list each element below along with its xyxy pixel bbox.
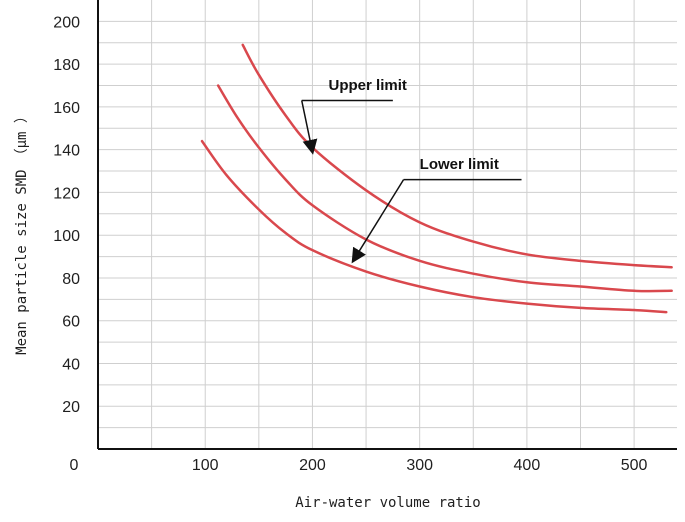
y-axis-label: Mean particle size SMD （μm ） <box>14 109 30 355</box>
x-tick-label: 300 <box>406 457 433 474</box>
upper-limit-label: Upper limit <box>329 77 407 94</box>
y-tick-label: 160 <box>53 100 80 117</box>
y-tick-label: 60 <box>62 314 80 331</box>
y-tick-label: 40 <box>62 356 80 373</box>
y-tick-label: 140 <box>53 143 80 160</box>
y-tick-label: 100 <box>53 228 80 245</box>
y-tick-label: 80 <box>62 271 80 288</box>
x-tick-label: 100 <box>192 457 219 474</box>
x-tick-label: 500 <box>621 457 648 474</box>
annotation-layer: Upper limit Lower limit <box>300 77 522 264</box>
series-line-3 <box>200 139 668 314</box>
y-tick-label: 180 <box>53 57 80 74</box>
y-tick-label: 200 <box>53 14 80 31</box>
series-line-1 <box>241 43 673 269</box>
lower-limit-label: Lower limit <box>420 156 499 173</box>
upper-limit-arrow <box>300 100 318 155</box>
x-tick-label: 400 <box>514 457 541 474</box>
x-axis-label: Air-water volume ratio <box>295 495 480 511</box>
y-tick-label: 120 <box>53 185 80 202</box>
lower-limit-arrow <box>351 179 405 264</box>
series-layer <box>200 43 673 314</box>
grid-layer <box>98 0 677 449</box>
x-tick-label: 200 <box>299 457 326 474</box>
axis-layer: 20 40 60 80 100 120 140 160 180 200 0 100 200 300 400 5… <box>53 0 677 474</box>
y-tick-label: 20 <box>62 399 80 416</box>
x-tick-label: 0 <box>70 457 79 474</box>
series-line-2 <box>216 84 673 293</box>
